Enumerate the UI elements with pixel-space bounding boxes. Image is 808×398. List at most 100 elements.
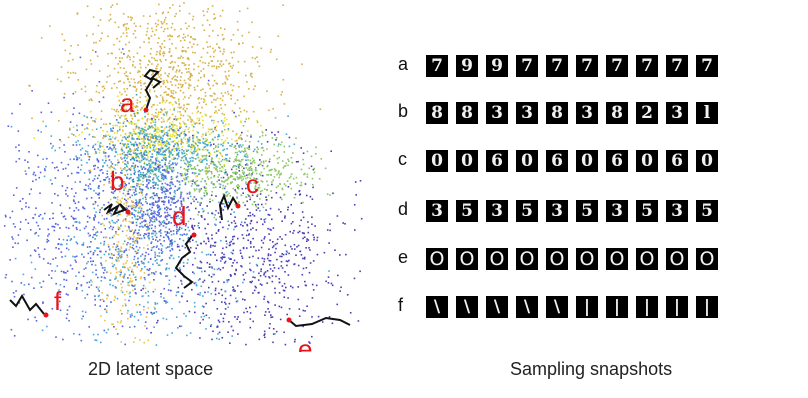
latent-point — [58, 248, 60, 250]
latent-point — [357, 320, 360, 322]
latent-point — [124, 90, 126, 93]
latent-point — [152, 204, 154, 206]
latent-point — [209, 55, 212, 58]
latent-point — [200, 187, 203, 190]
latent-point — [227, 70, 230, 72]
latent-point — [154, 212, 156, 215]
latent-point — [74, 91, 77, 93]
latent-point — [111, 254, 113, 256]
latent-point — [140, 175, 142, 178]
latent-point — [125, 138, 127, 140]
latent-point — [130, 200, 133, 202]
latent-point — [222, 256, 225, 259]
latent-point — [259, 210, 261, 212]
latent-point — [80, 168, 82, 171]
latent-point — [117, 26, 120, 28]
latent-point — [122, 304, 124, 307]
latent-point — [18, 144, 20, 146]
latent-point — [349, 312, 352, 314]
latent-point — [147, 212, 149, 215]
latent-point — [155, 29, 158, 31]
latent-point — [233, 228, 235, 231]
latent-point — [156, 204, 159, 206]
latent-point — [180, 28, 182, 30]
latent-point — [337, 274, 339, 277]
latent-point — [235, 134, 237, 136]
latent-point — [315, 284, 318, 287]
latent-point — [149, 145, 151, 148]
latent-point — [125, 234, 128, 237]
latent-point — [328, 316, 331, 318]
latent-point — [163, 300, 166, 302]
latent-point — [168, 221, 170, 223]
latent-point — [89, 183, 91, 185]
latent-point — [209, 87, 211, 90]
latent-point — [213, 167, 216, 169]
latent-point — [312, 168, 315, 171]
latent-point — [192, 138, 194, 141]
latent-point — [181, 140, 183, 143]
latent-point — [141, 167, 144, 169]
latent-point — [213, 119, 215, 122]
latent-point — [151, 149, 154, 152]
latent-point — [181, 221, 183, 224]
latent-point — [321, 321, 324, 323]
latent-point — [116, 3, 118, 5]
latent-point — [232, 249, 235, 252]
latent-point — [284, 215, 286, 217]
latent-point — [251, 157, 254, 160]
latent-point — [230, 240, 233, 243]
latent-point — [129, 158, 132, 161]
latent-point — [141, 145, 143, 147]
latent-point — [156, 129, 158, 131]
snapshot-image: 0 — [696, 150, 718, 172]
latent-point — [255, 188, 257, 191]
latent-point — [175, 91, 177, 94]
latent-point — [224, 159, 226, 161]
latent-point — [206, 172, 209, 174]
latent-point — [181, 203, 183, 206]
latent-point — [281, 285, 284, 287]
latent-point — [205, 183, 208, 185]
latent-point — [283, 165, 286, 167]
latent-point — [135, 203, 138, 205]
latent-point — [202, 306, 205, 308]
latent-point — [211, 234, 213, 236]
latent-point — [141, 138, 144, 140]
latent-point — [145, 225, 148, 228]
latent-point — [265, 129, 267, 131]
latent-point — [75, 135, 77, 138]
latent-point — [195, 188, 198, 190]
latent-point — [125, 94, 128, 96]
latent-point — [146, 118, 149, 120]
latent-point — [213, 79, 216, 82]
latent-point — [75, 288, 78, 290]
latent-point — [103, 162, 106, 164]
snapshot-image: O — [426, 248, 448, 270]
latent-point — [238, 43, 241, 45]
latent-point — [59, 227, 61, 229]
latent-point — [247, 215, 250, 217]
latent-point — [238, 159, 240, 162]
latent-point — [301, 232, 304, 234]
latent-point — [108, 248, 111, 250]
latent-point — [162, 157, 165, 159]
latent-point — [134, 133, 137, 135]
latent-point — [309, 249, 311, 251]
latent-point — [116, 260, 118, 263]
latent-point — [148, 125, 151, 128]
latent-point — [258, 65, 261, 68]
latent-point — [171, 35, 173, 38]
latent-point — [192, 228, 195, 230]
latent-point — [151, 312, 154, 315]
latent-point — [208, 274, 210, 277]
latent-point — [121, 169, 123, 172]
latent-point — [156, 59, 158, 62]
latent-point — [187, 236, 190, 239]
latent-point — [77, 172, 80, 174]
latent-point — [188, 97, 190, 99]
latent-point — [37, 247, 39, 249]
latent-point — [29, 85, 31, 87]
latent-point — [226, 195, 228, 197]
latent-point — [215, 209, 217, 212]
